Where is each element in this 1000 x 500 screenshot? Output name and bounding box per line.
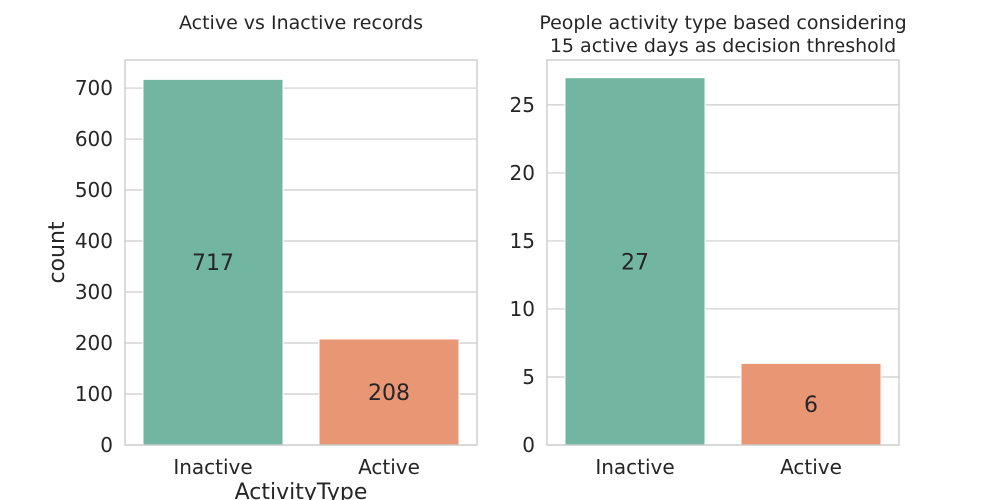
y-tick-label: 25 (510, 93, 535, 117)
y-tick-label: 10 (510, 297, 535, 321)
x-tick-label: Inactive (595, 455, 674, 479)
bar-inactive (142, 78, 284, 446)
y-axis-label: count (45, 221, 70, 283)
x-tick-label: Active (358, 455, 420, 479)
x-axis-label: ActivityType (235, 480, 368, 500)
y-tick-label: 200 (75, 331, 113, 355)
data-label-active: 208 (368, 381, 410, 406)
chart-title: Active vs Inactive records (179, 12, 423, 34)
y-tick-label: 300 (75, 280, 113, 304)
plot-frame (546, 59, 900, 446)
y-tick-label: 500 (75, 178, 113, 202)
bar-active (740, 362, 882, 446)
x-tick-label: Active (780, 455, 842, 479)
y-tick-label: 400 (75, 229, 113, 253)
data-label-inactive: 717 (192, 251, 234, 276)
y-tick-label: 100 (75, 382, 113, 406)
y-tick-label: 600 (75, 127, 113, 151)
chart-title: 15 active days as decision threshold (550, 35, 896, 57)
y-tick-label: 20 (510, 161, 535, 185)
y-tick-label: 700 (75, 76, 113, 100)
chart-title: People activity type based considering (539, 12, 906, 34)
data-label-active: 6 (804, 393, 818, 418)
x-tick-label: Inactive (173, 455, 252, 479)
chart-1: 0 100 200 300 400 500 600 700 717 Inactive 208 Acti… (45, 12, 478, 500)
data-label-inactive: 27 (621, 250, 649, 275)
bar-inactive (564, 77, 706, 446)
plot-frame (124, 59, 478, 446)
y-tick-label: 15 (510, 229, 535, 253)
y-tick-label: 0 (522, 433, 535, 457)
chart-2: 0 5 10 15 20 25 27 Inactive 6 Active People activi… (510, 12, 907, 479)
y-tick-label: 0 (100, 433, 113, 457)
bar-active (318, 338, 460, 446)
y-tick-label: 5 (522, 365, 535, 389)
